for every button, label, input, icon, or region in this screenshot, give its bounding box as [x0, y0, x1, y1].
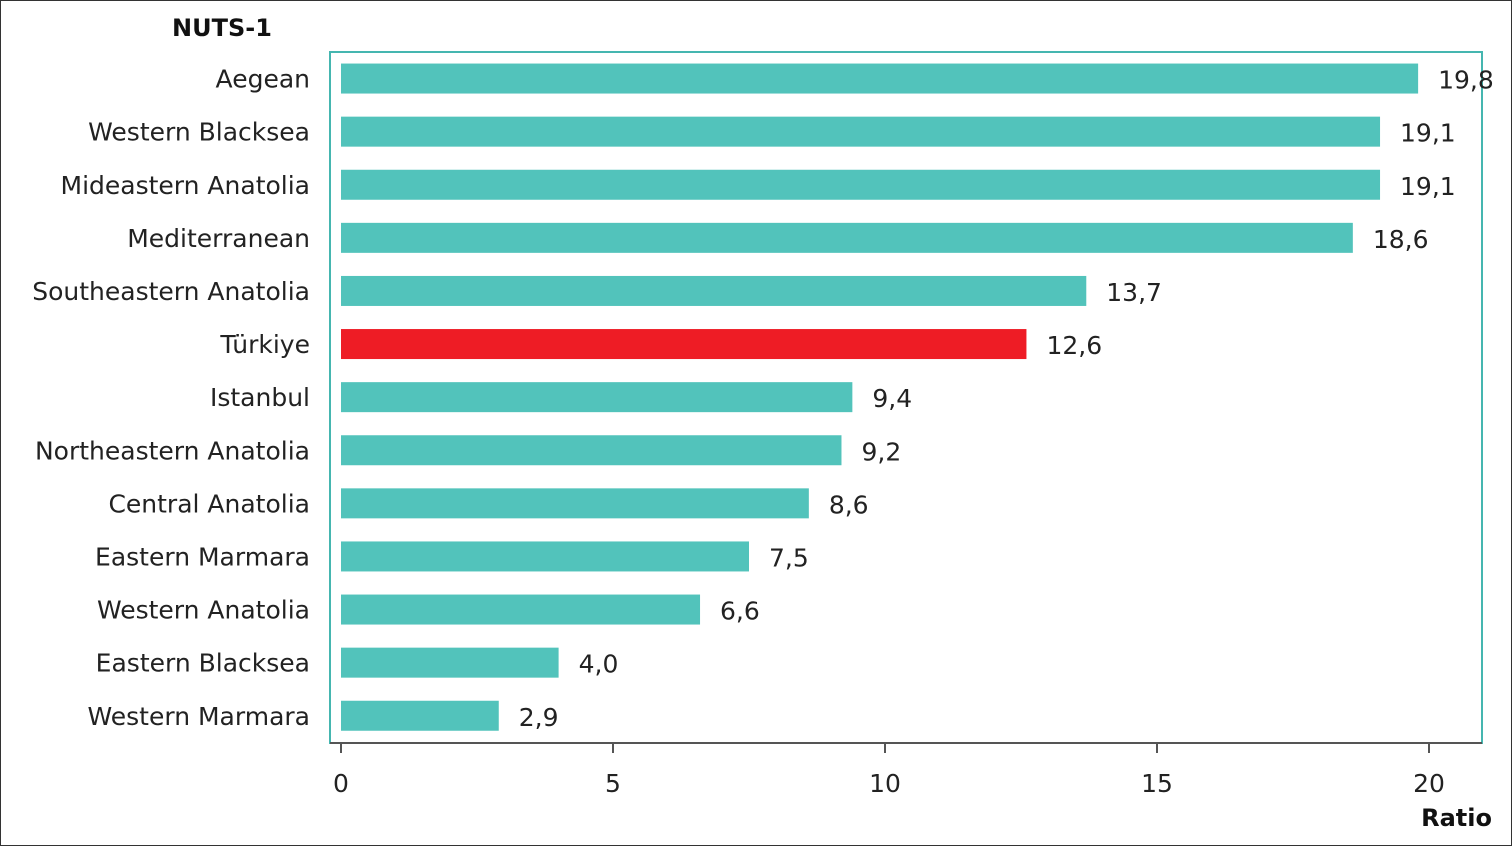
bar-3	[341, 222, 1353, 253]
category-labels-group: Aegean Western Blacksea Mideastern Anatoli…	[32, 65, 310, 731]
bar-6	[341, 382, 853, 413]
category-label-12: Western Marmara	[88, 702, 310, 731]
value-label-4: 13,7	[1106, 278, 1162, 307]
bar-5	[341, 329, 1027, 360]
category-label-1: Western Blacksea	[88, 118, 310, 147]
bar-1	[341, 116, 1381, 147]
category-label-2: Mideastern Anatolia	[61, 171, 311, 200]
bar-9	[341, 541, 749, 572]
bar-12	[341, 700, 499, 731]
category-label-10: Western Anatolia	[97, 596, 310, 625]
category-label-8: Central Anatolia	[108, 489, 310, 518]
category-label-5: Türkiye	[219, 330, 310, 359]
value-label-6: 9,4	[872, 384, 912, 413]
value-label-10: 6,6	[720, 597, 760, 626]
category-label-4: Southeastern Anatolia	[32, 277, 310, 306]
category-label-3: Mediterranean	[127, 224, 310, 253]
value-label-0: 19,8	[1438, 66, 1494, 95]
value-label-1: 19,1	[1400, 119, 1456, 148]
bars-group	[341, 63, 1419, 731]
category-label-7: Northeastern Anatolia	[35, 436, 310, 465]
value-label-9: 7,5	[769, 543, 809, 572]
bar-10	[341, 594, 701, 625]
value-axis-title: Ratio	[1421, 804, 1492, 832]
value-label-5: 12,6	[1046, 331, 1102, 360]
category-label-0: Aegean	[216, 65, 310, 94]
value-label-8: 8,6	[829, 490, 869, 519]
x-tick-label-1: 5	[605, 769, 621, 798]
x-tick-label-2: 10	[869, 769, 901, 798]
bar-7	[341, 435, 842, 466]
x-tick-label-0: 0	[333, 769, 349, 798]
value-labels-group: 19,8 19,1 19,1 18,6 13,712,6 9,4 9,2 8,6 7,5 6,6 4…	[519, 66, 1494, 732]
category-label-6: Istanbul	[210, 383, 310, 412]
category-label-9: Eastern Marmara	[95, 542, 310, 571]
bar-0	[341, 63, 1419, 94]
x-tick-label-4: 20	[1413, 769, 1445, 798]
category-label-11: Eastern Blacksea	[96, 649, 310, 678]
category-axis-title: NUTS-1	[172, 14, 272, 42]
value-label-11: 4,0	[579, 650, 619, 679]
value-label-2: 19,1	[1400, 172, 1456, 201]
bar-4	[341, 275, 1087, 306]
value-label-7: 9,2	[861, 437, 901, 466]
bar-8	[341, 488, 809, 519]
bar-2	[341, 169, 1381, 200]
x-tick-label-3: 15	[1141, 769, 1173, 798]
value-label-3: 18,6	[1373, 225, 1429, 254]
value-label-12: 2,9	[519, 703, 559, 732]
bar-11	[341, 647, 559, 678]
x-ticks-group: 0 5 10 15 20	[333, 743, 1445, 798]
